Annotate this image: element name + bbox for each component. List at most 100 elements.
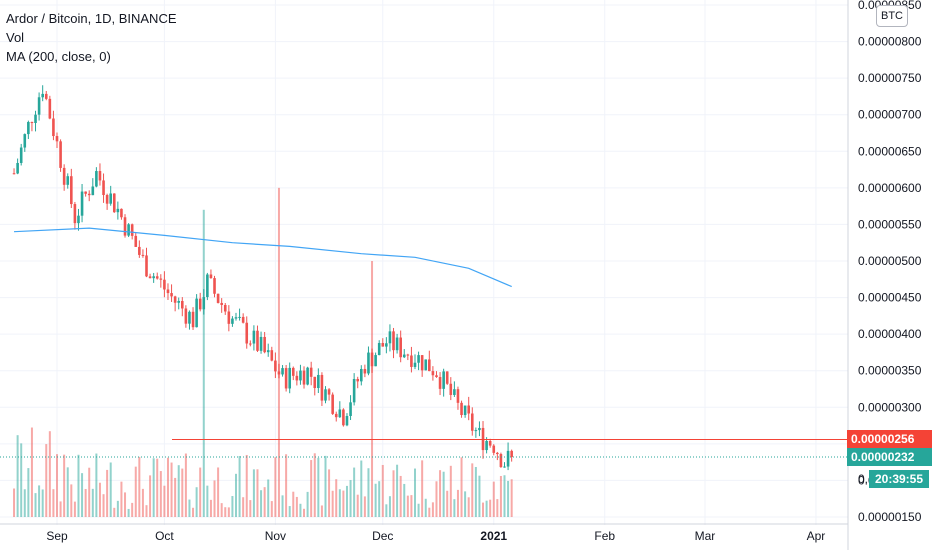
volume-bar	[231, 496, 234, 517]
volume-bar	[106, 469, 109, 517]
volume-bar	[288, 506, 291, 517]
volume-bar	[449, 465, 452, 517]
volume-bar	[23, 489, 26, 517]
candle-body	[352, 378, 356, 403]
x-tick-label: Oct	[155, 529, 174, 543]
candle-body	[499, 454, 503, 468]
currency-badge[interactable]: BTC	[876, 5, 908, 27]
volume-bar	[102, 494, 105, 517]
candle-body	[109, 193, 112, 204]
x-tick-label: Nov	[265, 529, 286, 543]
candle-body	[506, 450, 510, 467]
candle-body	[488, 440, 492, 446]
volume-bar	[317, 457, 320, 517]
candle-body	[288, 367, 291, 389]
candle-body	[338, 409, 342, 418]
volume-bar	[353, 467, 356, 517]
candle-body	[30, 122, 34, 124]
candle-body	[263, 336, 266, 353]
volume-bar	[188, 499, 191, 517]
candle-body	[388, 331, 392, 344]
volume-bar	[270, 501, 273, 517]
candle-body	[41, 93, 44, 98]
candle-body	[317, 374, 320, 389]
candle-body	[66, 176, 70, 185]
candle-body	[449, 383, 453, 395]
volume-bar	[238, 456, 241, 517]
volume-bar	[399, 475, 402, 517]
candle-body	[170, 293, 173, 297]
candle-body	[73, 204, 77, 224]
x-tick-label: Sep	[46, 529, 68, 543]
candle-body	[98, 171, 102, 181]
symbol-title[interactable]: Ardor / Bitcoin, 1D, BINANCE	[6, 11, 177, 26]
volume-bar	[56, 454, 58, 517]
volume-bar	[27, 468, 30, 517]
candle-body	[44, 93, 48, 99]
volume-indicator-label[interactable]: Vol	[6, 30, 25, 45]
y-tick-label: 0.00000450	[858, 291, 922, 305]
candle-body	[360, 368, 363, 382]
volume-bar	[202, 209, 205, 518]
volume-bar	[34, 493, 37, 517]
candle-body	[299, 370, 302, 381]
candle-body	[112, 193, 116, 213]
volume-bar	[66, 467, 69, 517]
volume-bar	[184, 453, 187, 517]
candle-body	[492, 445, 496, 453]
volume-bar	[81, 473, 84, 517]
x-tick-label: Dec	[372, 529, 393, 543]
volume-bar	[220, 503, 223, 517]
candle-body	[37, 97, 41, 115]
candle-body	[70, 176, 73, 205]
bar-countdown-tag: 20:39:55	[869, 470, 929, 488]
volume-bar	[274, 457, 277, 517]
candle-body	[302, 370, 306, 385]
volume-bar	[91, 488, 94, 517]
volume-bar	[209, 499, 212, 517]
volume-bar	[277, 187, 280, 517]
candle-body	[116, 208, 120, 213]
volume-bar	[84, 488, 87, 517]
candle-body	[181, 300, 184, 309]
candle-body	[59, 141, 62, 168]
candle-body	[152, 276, 155, 279]
volume-bar	[360, 460, 363, 517]
candle-body	[342, 409, 345, 426]
volume-bar	[424, 498, 427, 517]
candle-body	[195, 298, 198, 328]
candle-body	[413, 362, 417, 367]
volume-bar	[131, 502, 134, 517]
candle-body	[431, 371, 435, 376]
candle-body	[227, 311, 231, 324]
volume-bar	[145, 505, 148, 517]
volume-bar	[371, 261, 374, 517]
volume-bar	[292, 491, 295, 517]
volume-bar	[98, 482, 101, 517]
candle-body	[392, 331, 395, 351]
candle-body	[252, 330, 256, 344]
volume-bar	[217, 467, 220, 517]
volume-bar	[435, 481, 438, 517]
candle-body	[188, 311, 191, 324]
candle-body	[12, 173, 16, 175]
candle-body	[424, 359, 428, 371]
volume-bar	[38, 485, 41, 517]
candle-body	[105, 195, 109, 204]
volume-bar	[120, 481, 123, 517]
y-tick-label: 0.00000600	[858, 181, 922, 195]
candle-body	[256, 330, 259, 351]
volume-bar	[13, 488, 16, 517]
candle-body	[209, 274, 213, 279]
y-tick-label: 0.00000800	[858, 35, 922, 49]
y-tick-label: 0.00000700	[858, 108, 922, 122]
volume-bar	[73, 501, 76, 517]
volume-bar	[485, 500, 488, 517]
candle-body	[306, 367, 309, 385]
volume-bar	[59, 501, 62, 517]
ma-indicator-label[interactable]: MA (200, close, 0)	[6, 49, 111, 64]
candle-body	[478, 427, 481, 431]
candle-body	[356, 378, 360, 382]
